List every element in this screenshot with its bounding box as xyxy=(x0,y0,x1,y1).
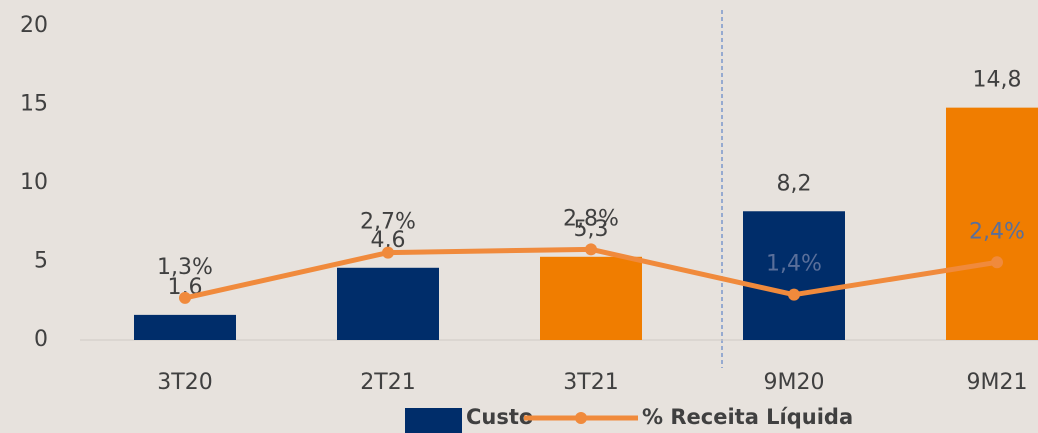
y-tick-label: 10 xyxy=(20,170,48,195)
x-tick-label: 3T21 xyxy=(563,370,618,395)
legend-label: Custo xyxy=(466,405,533,429)
data-label: 14,8 xyxy=(973,68,1022,93)
y-tick-label: 20 xyxy=(20,13,48,38)
data-label: 2,7% xyxy=(360,210,416,235)
x-tick-label: 2T21 xyxy=(360,370,415,395)
x-tick-label: 9M21 xyxy=(967,370,1028,395)
data-label: 8,2 xyxy=(777,171,812,196)
y-tick-label: 5 xyxy=(34,249,48,274)
line-point xyxy=(179,291,191,304)
legend-label: % Receita Líquida xyxy=(642,405,853,429)
x-tick-label: 3T20 xyxy=(157,370,212,395)
line-point xyxy=(382,246,394,259)
line-point xyxy=(788,288,800,301)
data-label: 1,3% xyxy=(157,255,213,280)
data-label: 2,8% xyxy=(563,206,619,231)
y-tick-label: 15 xyxy=(20,92,48,117)
bar xyxy=(743,211,845,340)
bar xyxy=(540,256,642,340)
line-point xyxy=(991,256,1003,269)
data-label: 2,4% xyxy=(969,219,1025,244)
bar xyxy=(337,267,439,340)
line-point xyxy=(585,243,597,256)
bar xyxy=(946,107,1038,340)
data-label: 5,3 xyxy=(574,217,609,242)
y-tick-label: 0 xyxy=(34,327,48,352)
legend-swatch xyxy=(575,412,587,424)
legend-swatch xyxy=(405,408,462,433)
x-tick-label: 9M20 xyxy=(764,370,825,395)
data-label: 1,4% xyxy=(766,252,822,277)
bar xyxy=(134,314,236,340)
